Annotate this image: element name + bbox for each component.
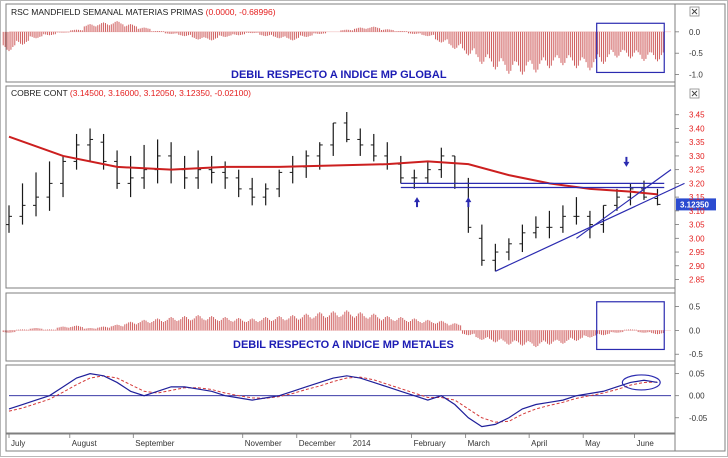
y-tick-label: -0.5 — [689, 350, 703, 359]
rsc-global-title-name: RSC MANDFIELD SEMANAL MATERIAS PRIMAS — [11, 7, 204, 17]
rsc-metals-histogram — [2, 301, 671, 351]
x-tick-label: February — [414, 439, 446, 448]
y-tick-label: 3.10 — [689, 207, 705, 216]
x-tick-label: 2014 — [353, 439, 371, 448]
rsc-metals-annotation: DEBIL RESPECTO A INDICE MP METALES — [233, 339, 454, 351]
y-tick-label: 0.5 — [689, 303, 701, 312]
right-axis-frame — [674, 3, 726, 452]
axes: 0.0-0.5-1.03.453.403.353.303.253.203.153… — [8, 28, 708, 448]
y-tick-label: -1.0 — [689, 71, 703, 80]
rsc-global-title: RSC MANDFIELD SEMANAL MATERIAS PRIMAS (0… — [11, 7, 276, 17]
panel-close-button[interactable] — [689, 6, 700, 17]
x-tick-label: July — [11, 439, 25, 448]
price-title-values: (3.14500, 3.16000, 3.12050, 3.12350, -0.… — [70, 88, 251, 98]
y-tick-label: 0.05 — [689, 370, 705, 379]
trend-line — [576, 169, 672, 239]
arrow-up-icon — [414, 197, 421, 208]
arrow-up-icon — [465, 197, 472, 208]
x-tick-label: September — [135, 439, 174, 448]
y-tick-label: 3.20 — [689, 179, 705, 188]
y-tick-label: 0.0 — [689, 326, 701, 335]
rsc-global-annotation: DEBIL RESPECTO A INDICE MP GLOBAL — [231, 69, 447, 81]
copper-price-chart: 3.12350 — [6, 111, 716, 272]
rsc-global-panel-frame — [5, 3, 676, 83]
oscillator-chart — [8, 373, 671, 428]
y-tick-label: 0.0 — [689, 28, 701, 37]
y-tick-label: 2.85 — [689, 276, 705, 285]
y-tick-label: 3.40 — [689, 124, 705, 133]
y-tick-label: 3.15 — [689, 193, 705, 202]
y-tick-label: 3.25 — [689, 166, 705, 175]
y-tick-label: 3.35 — [689, 138, 705, 147]
x-tick-label: December — [299, 439, 336, 448]
price-title-name: COBRE CONT — [11, 88, 68, 98]
time-axis-frame — [5, 433, 676, 452]
y-tick-label: 3.45 — [689, 111, 705, 120]
x-tick-label: March — [468, 439, 490, 448]
highlight-ellipse — [621, 374, 661, 391]
last-price-label: 3.12350 — [680, 200, 709, 209]
x-tick-label: May — [585, 439, 600, 448]
y-tick-label: 3.30 — [689, 152, 705, 161]
highlight-box — [596, 22, 665, 74]
x-tick-label: April — [531, 439, 547, 448]
x-tick-label: November — [245, 439, 282, 448]
y-tick-label: -0.5 — [689, 49, 703, 58]
y-tick-label: -0.05 — [689, 414, 708, 423]
panel-close-button[interactable] — [689, 88, 700, 99]
oscillator-line — [8, 373, 658, 428]
arrow-down-icon — [623, 156, 630, 167]
rsc-global-histogram — [2, 21, 671, 75]
trend-line — [495, 182, 685, 272]
x-tick-label: June — [637, 439, 655, 448]
y-tick-label: 3.05 — [689, 221, 705, 230]
y-tick-label: 0.00 — [689, 392, 705, 401]
y-tick-label: 2.95 — [689, 248, 705, 257]
y-tick-label: 3.00 — [689, 234, 705, 243]
y-tick-label: 2.90 — [689, 262, 705, 271]
price-title: COBRE CONT (3.14500, 3.16000, 3.12050, 3… — [11, 88, 251, 98]
x-tick-label: August — [72, 439, 98, 448]
rsc-global-title-values: (0.0000, -0.68996) — [206, 7, 276, 17]
highlight-box — [596, 301, 665, 351]
last-price-badge — [676, 198, 716, 211]
oscillator-panel-frame — [5, 364, 676, 434]
oscillator-signal-line — [8, 375, 658, 423]
